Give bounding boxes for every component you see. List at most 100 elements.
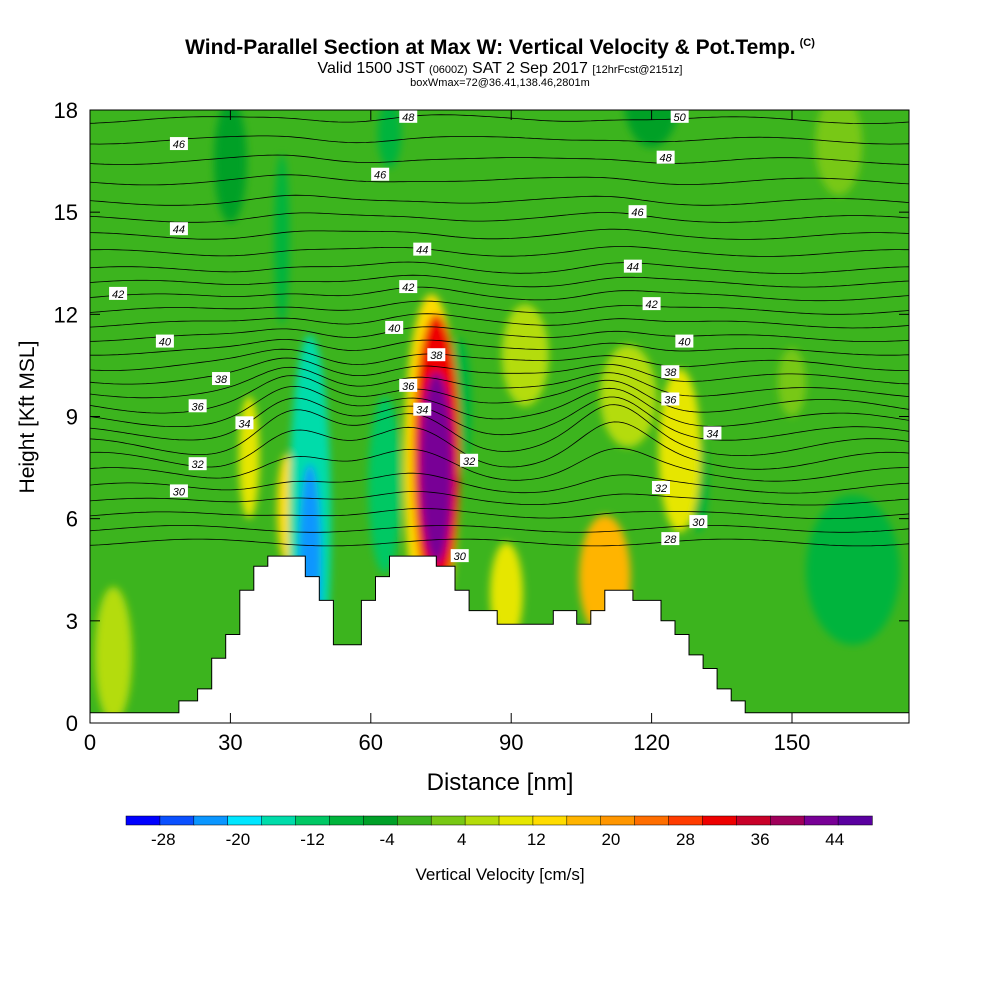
plot-area: 46 48 50 48 46 46 44 44 44 42 42 42 40 40 40 38 38 38 36 36… [89,109,910,724]
colorbar-swatch [261,815,297,826]
x-axis: 0 30 60 90 120 150 [84,110,810,755]
colorbar-tick-label: 20 [601,830,620,849]
y-axis: 0 36 9 12 15 18 [54,98,909,736]
theta-label-text: 34 [706,429,718,441]
theta-contour [90,154,909,165]
theta-contour [90,261,909,274]
y-tick-label: 15 [54,200,78,225]
theta-label-text: 32 [463,456,475,468]
colorbar-tick-label: -12 [300,830,325,849]
colorbar-tick-label: 4 [457,830,466,849]
theta-contour [90,114,909,124]
colorbar-tick-label: -28 [151,830,176,849]
valid-time: Valid 1500 JST [317,60,425,77]
theta-label-text: 30 [173,486,186,498]
theta-label: 30 [689,515,708,529]
theta-label: 38 [661,365,680,379]
theta-contour [90,212,909,223]
theta-contour [90,375,909,414]
x-tick-label: 60 [359,730,383,755]
colorbar-swatch [193,815,229,826]
theta-contour [90,313,909,329]
theta-label: 48 [399,109,418,124]
theta-contour [90,228,909,240]
theta-label: 48 [656,150,675,165]
theta-label-text: 36 [402,381,415,393]
colorbar-swatch [600,815,636,826]
chart-subtitle: Valid 1500 JST (0600Z) SAT 2 Sep 2017 [1… [0,60,1000,78]
colorbar-swatch [566,815,602,826]
theta-label-text: 44 [173,224,185,236]
theta-label: 36 [661,392,680,406]
theta-contour [90,194,909,206]
theta-contour [90,525,909,533]
theta-label: 40 [155,334,174,349]
vv-feature [377,110,402,168]
colorbar-tick-label: -4 [380,830,395,849]
theta-label-text: 38 [430,350,443,362]
theta-label: 40 [675,334,694,349]
theta-label-text: 30 [692,517,705,529]
theta-label-text: 38 [215,374,228,386]
y-tick-label: 9 [66,405,78,430]
theta-contour [90,491,909,506]
chart-title: Wind-Parallel Section at Max W: Vertical… [0,36,1000,60]
colorbar-swatch [498,815,534,826]
colorbar-tick-label: -20 [226,830,251,849]
vv-feature [490,542,523,645]
colorbar: -28 -20 -12 -4 4 12 20 28 36 44 [125,815,873,849]
x-tick-label: 120 [633,730,670,755]
colorbar-swatch [770,815,805,826]
theta-label-text: 36 [192,401,205,413]
theta-label-text: 48 [402,112,415,124]
box-info: boxWmax=72@36.41,138.46,2801m [410,77,590,89]
theta-label-text: 42 [402,282,414,294]
theta-contour [90,508,909,520]
theta-label: 44 [169,222,188,236]
colorbar-swatch [837,815,873,826]
theta-label-text: 50 [674,112,687,124]
theta-label: 46 [371,167,390,182]
theta-contour [90,396,909,441]
y-tick-label: 0 [66,711,78,736]
colorbar-swatch [363,815,398,826]
theta-label-text: 48 [660,153,673,165]
theta-contour [90,421,909,470]
theta-label-text: 40 [388,323,401,335]
colorbar-tick-label: 12 [527,830,546,849]
theta-label-text: 30 [454,551,467,563]
colorbar-label: Vertical Velocity [cm/s] [415,865,584,884]
theta-label: 38 [212,372,231,386]
theta-label: 32 [460,453,479,468]
theta-label-text: 44 [627,262,639,274]
x-tick-label: 90 [499,730,523,755]
colorbar-swatch [702,815,738,826]
colorbar-swatch [295,815,331,826]
theta-contour [90,326,909,342]
theta-contour [90,366,909,399]
theta-label: 34 [235,416,254,430]
theta-contour [90,174,909,186]
vertical-velocity-field [90,110,909,723]
theta-label-text: 46 [173,139,186,151]
valid-date: SAT 2 Sep 2017 [472,60,588,77]
colorbar-swatch [329,815,365,826]
theta-contour-labels: 46 48 50 48 46 46 44 44 44 42 42 42 40 40 40 38 38 38 36 36… [109,109,722,563]
y-tick-label: 12 [54,302,78,327]
theta-label-text: 46 [631,207,644,219]
theta-contour [90,538,909,547]
vv-feature [815,110,863,196]
theta-label-text: 42 [112,289,124,301]
vv-feature [419,372,453,563]
theta-label: 38 [427,348,446,362]
x-tick-label: 150 [774,730,811,755]
colorbar-swatch [159,815,195,826]
theta-contour [90,300,909,315]
y-tick-label: 18 [54,98,78,123]
theta-label-text: 38 [664,367,677,379]
theta-label: 32 [188,457,207,471]
colorbar-swatch [634,815,670,826]
theta-label: 28 [661,532,680,546]
x-tick-label: 0 [84,730,96,755]
